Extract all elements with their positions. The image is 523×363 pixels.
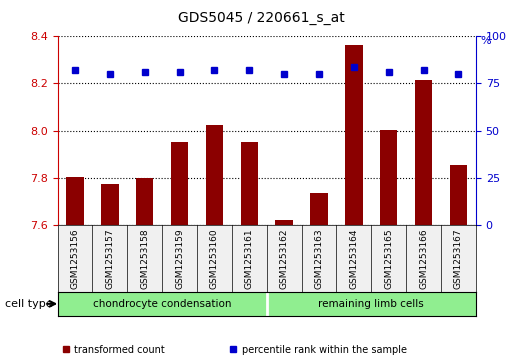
Text: chondrocyte condensation: chondrocyte condensation: [93, 299, 231, 309]
Bar: [380, 130, 397, 225]
Text: percentile rank within the sample: percentile rank within the sample: [242, 345, 406, 355]
Bar: [136, 178, 153, 225]
Bar: [241, 142, 258, 225]
Text: %: %: [480, 36, 491, 46]
Text: GSM1253166: GSM1253166: [419, 228, 428, 289]
Bar: [276, 220, 293, 225]
Text: GSM1253157: GSM1253157: [105, 228, 115, 289]
Text: GSM1253165: GSM1253165: [384, 228, 393, 289]
Text: transformed count: transformed count: [74, 345, 165, 355]
Bar: [206, 125, 223, 225]
Text: GSM1253162: GSM1253162: [280, 228, 289, 289]
Text: GSM1253167: GSM1253167: [454, 228, 463, 289]
Text: GSM1253159: GSM1253159: [175, 228, 184, 289]
Bar: [171, 142, 188, 225]
Text: GSM1253158: GSM1253158: [140, 228, 149, 289]
Bar: [101, 184, 119, 225]
Text: GSM1253160: GSM1253160: [210, 228, 219, 289]
Bar: [450, 165, 467, 225]
Text: GDS5045 / 220661_s_at: GDS5045 / 220661_s_at: [178, 11, 345, 25]
Text: GSM1253163: GSM1253163: [314, 228, 324, 289]
Bar: [415, 80, 433, 225]
Bar: [345, 45, 362, 225]
Text: GSM1253161: GSM1253161: [245, 228, 254, 289]
Bar: [66, 177, 84, 225]
Text: GSM1253156: GSM1253156: [71, 228, 79, 289]
Bar: [310, 193, 328, 225]
Text: remaining limb cells: remaining limb cells: [319, 299, 424, 309]
Text: cell type: cell type: [5, 299, 53, 309]
Text: GSM1253164: GSM1253164: [349, 228, 358, 289]
